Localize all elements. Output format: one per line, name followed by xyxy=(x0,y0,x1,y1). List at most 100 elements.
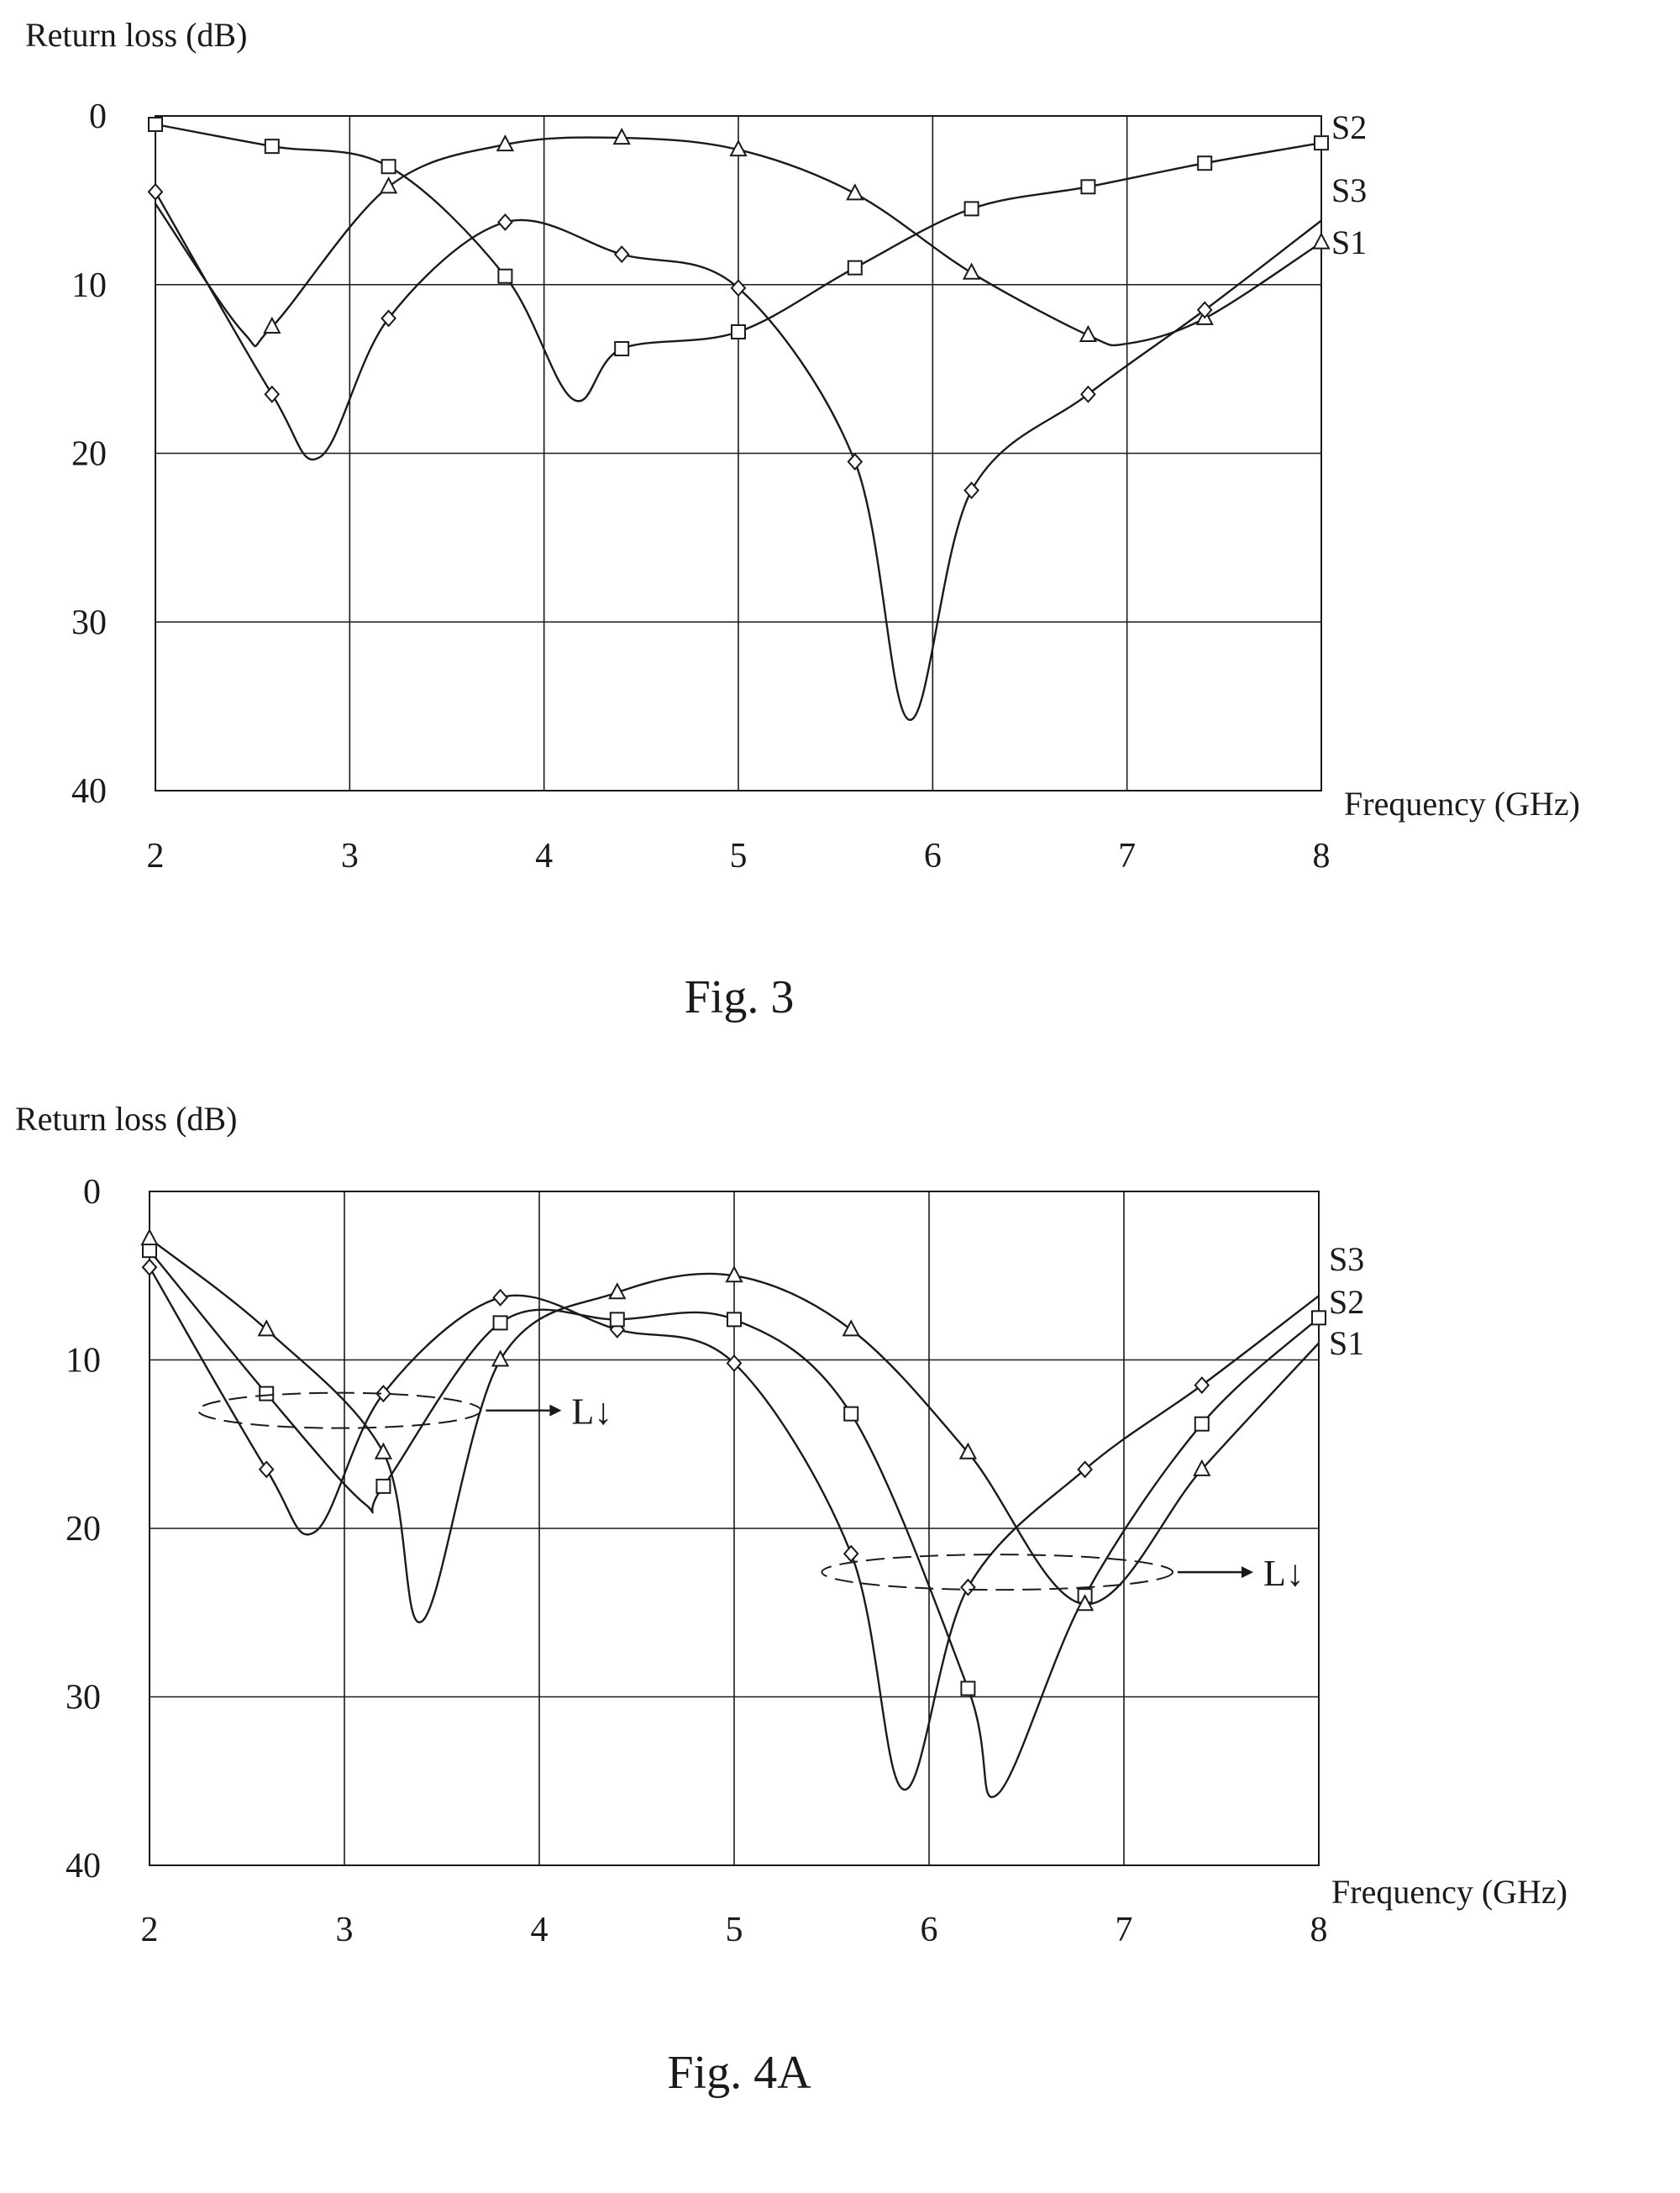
x-tick-label: 3 xyxy=(341,837,359,876)
data-point-diamond xyxy=(492,1288,508,1307)
series-label: S2 xyxy=(1331,108,1367,146)
series-s3: S3 xyxy=(155,127,1367,348)
dashed-ellipse xyxy=(197,1391,482,1429)
y-tick-label: 0 xyxy=(89,97,107,136)
data-point-square xyxy=(497,268,513,284)
data-point-triangle xyxy=(1075,1594,1095,1612)
data-point-diamond xyxy=(730,279,747,297)
data-point-square xyxy=(960,1680,976,1696)
data-point-triangle xyxy=(729,139,748,157)
series-label: S2 xyxy=(1329,1283,1364,1321)
series-line xyxy=(149,1238,1320,1623)
data-point-square xyxy=(1197,155,1213,171)
data-point-triangle xyxy=(842,1319,860,1337)
x-tick-label: 8 xyxy=(1313,837,1331,876)
series-line xyxy=(154,191,1322,721)
data-point-square xyxy=(731,323,746,339)
data-point-diamond xyxy=(613,245,630,264)
series-s2: S2 xyxy=(148,108,1367,402)
series-s1: S1 xyxy=(140,1228,1364,1623)
y-tick-label: 30 xyxy=(71,603,107,642)
data-point-square xyxy=(614,341,630,357)
x-tick-label: 7 xyxy=(1118,837,1136,876)
data-point-triangle xyxy=(374,1442,393,1459)
series-label: S3 xyxy=(1331,171,1367,209)
data-point-diamond xyxy=(1080,385,1096,403)
grid xyxy=(155,115,1322,791)
y-tick-label: 40 xyxy=(71,772,107,811)
data-point-diamond xyxy=(381,309,396,328)
data-point-diamond xyxy=(726,1354,743,1373)
annotation-group: L↓ xyxy=(197,1391,612,1433)
y-tick-label: 20 xyxy=(71,435,107,474)
dashed-ellipse xyxy=(821,1554,1173,1591)
data-point-triangle xyxy=(1079,324,1098,342)
x-axis-label: Frequency (GHz) xyxy=(1344,785,1580,823)
data-point-triangle xyxy=(958,1442,978,1459)
y-tick-label: 10 xyxy=(71,266,107,305)
y-tick-label: 40 xyxy=(66,1847,101,1885)
data-point-triangle xyxy=(962,262,981,280)
x-axis-label: Frequency (GHz) xyxy=(1331,1873,1567,1911)
data-point-triangle xyxy=(1312,232,1331,250)
data-point-square xyxy=(1080,179,1096,195)
data-point-triangle xyxy=(379,176,398,194)
arrow-head-icon xyxy=(1242,1566,1253,1579)
data-point-diamond xyxy=(1077,1460,1093,1479)
data-point-square xyxy=(375,1478,391,1494)
annotation-label: L↓ xyxy=(1263,1553,1305,1594)
series-label: S3 xyxy=(1329,1240,1364,1278)
data-point-diamond xyxy=(960,1578,976,1596)
data-point-square xyxy=(142,1243,157,1259)
data-point-square xyxy=(963,201,979,217)
data-point-square xyxy=(259,1386,275,1402)
data-point-diamond xyxy=(264,385,281,403)
data-point-square xyxy=(1194,1416,1210,1432)
y-axis-label: Return loss (dB) xyxy=(15,1100,237,1138)
data-point-diamond xyxy=(847,453,864,471)
x-tick-label: 4 xyxy=(535,837,553,876)
data-point-triangle xyxy=(491,1349,510,1367)
arrow-head-icon xyxy=(549,1404,562,1417)
plot-frame xyxy=(149,1191,1320,1866)
data-point-diamond xyxy=(258,1460,275,1479)
data-point-square xyxy=(264,139,280,155)
x-tick-label: 7 xyxy=(1116,1911,1133,1949)
x-tick-label: 6 xyxy=(924,837,942,876)
annotation-group: L↓ xyxy=(821,1553,1305,1594)
data-point-square xyxy=(381,159,396,175)
chart-fig4a: Return loss (dB) Frequency (GHz) Fig. 4A… xyxy=(15,1100,1567,2099)
plot-frame xyxy=(155,115,1322,791)
x-tick-label: 2 xyxy=(141,1911,159,1949)
series-label: S1 xyxy=(1331,224,1367,261)
data-point-square xyxy=(843,1406,859,1422)
y-axis-label: Return loss (dB) xyxy=(25,16,247,54)
x-tick-label: 3 xyxy=(336,1911,354,1949)
series-label: S1 xyxy=(1329,1324,1364,1362)
x-tick-label: 5 xyxy=(730,837,748,876)
data-point-diamond xyxy=(1194,1376,1210,1395)
data-point-triangle xyxy=(612,127,631,145)
series-s2: S2 xyxy=(142,1243,1364,1798)
data-point-square xyxy=(727,1312,742,1328)
data-point-square xyxy=(847,260,863,276)
data-point-square xyxy=(609,1312,625,1328)
chart-fig3: Return loss (dB) Frequency (GHz) Fig. 3 … xyxy=(25,16,1580,1023)
series-s1: S1 xyxy=(147,182,1367,721)
data-point-triangle xyxy=(608,1282,627,1300)
series-s3: S3 xyxy=(141,1240,1364,1791)
data-point-triangle xyxy=(263,316,281,334)
x-tick-label: 8 xyxy=(1310,1911,1328,1949)
data-point-diamond xyxy=(147,182,164,201)
data-point-square xyxy=(1311,1310,1326,1326)
data-point-diamond xyxy=(141,1258,158,1276)
series-line xyxy=(148,1266,1320,1791)
y-tick-label: 0 xyxy=(83,1173,101,1212)
data-point-diamond xyxy=(497,213,513,231)
x-tick-label: 6 xyxy=(921,1911,938,1949)
y-tick-label: 30 xyxy=(66,1679,101,1717)
data-point-triangle xyxy=(257,1319,276,1337)
x-tick-label: 5 xyxy=(726,1911,743,1949)
data-point-square xyxy=(148,117,163,133)
data-point-triangle xyxy=(725,1265,743,1283)
